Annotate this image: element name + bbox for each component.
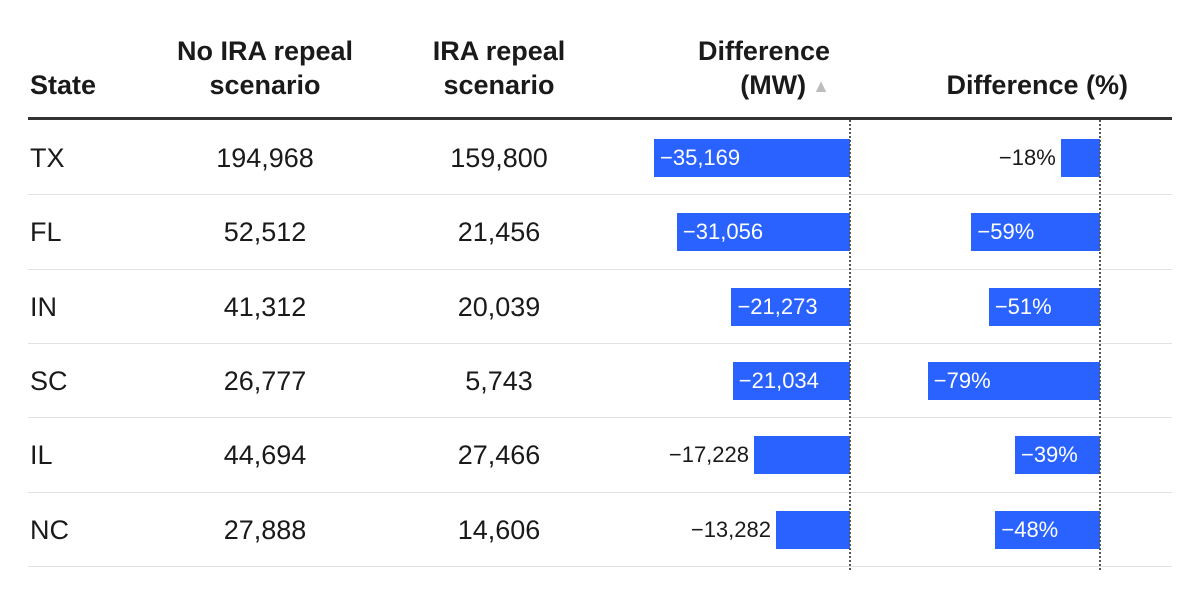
cell-state: SC xyxy=(30,365,68,396)
diff-pct-label: −48% xyxy=(1001,516,1059,542)
diff-pct-label: −18% xyxy=(998,145,1056,171)
row-divider xyxy=(28,566,1172,567)
cell-no-repeal: 41,312 xyxy=(223,291,307,322)
diff-pct-label: −79% xyxy=(933,368,991,394)
cell-no-repeal: 194,968 xyxy=(216,143,314,173)
header-repeal-line1: IRA repeal xyxy=(432,36,566,66)
header-repeal[interactable]: IRA repeal scenario xyxy=(384,34,614,102)
diff-mw-label: −17,228 xyxy=(668,442,749,468)
cell-state: IN xyxy=(30,291,57,322)
diff-pct-bar xyxy=(988,287,1100,326)
diff-pct-bar xyxy=(1014,436,1100,475)
header-state[interactable]: State xyxy=(30,68,96,102)
diff-mw-zero-axis xyxy=(849,120,851,570)
cell-state: FL xyxy=(30,217,62,248)
diff-mw-bar xyxy=(753,436,850,475)
header-rule xyxy=(28,117,1172,120)
diff-pct-bar xyxy=(1060,139,1100,178)
diff-mw-bar xyxy=(775,510,850,549)
diff-mw-bar xyxy=(731,287,850,326)
diff-mw-label: −21,034 xyxy=(738,368,819,394)
cell-state: NC xyxy=(30,514,69,545)
header-diff-pct[interactable]: Difference (%) xyxy=(900,68,1128,102)
diff-mw-label: −21,273 xyxy=(737,293,818,319)
diff-pct-label: −59% xyxy=(977,219,1035,245)
row-divider xyxy=(28,417,1172,418)
diff-mw-bar xyxy=(732,362,850,401)
header-no-repeal-line1: No IRA repeal xyxy=(176,36,354,66)
row-divider xyxy=(28,343,1172,344)
diff-mw-label: −35,169 xyxy=(660,145,741,171)
cell-no-repeal: 52,512 xyxy=(223,217,307,248)
diff-mw-bar xyxy=(654,139,850,178)
cell-state: TX xyxy=(30,143,65,173)
cell-repeal: 27,466 xyxy=(457,440,541,471)
cell-repeal: 159,800 xyxy=(450,143,548,173)
sort-ascending-icon[interactable]: ▲ xyxy=(812,76,830,96)
diff-pct-bar xyxy=(971,213,1100,252)
cell-no-repeal: 26,777 xyxy=(223,365,307,396)
diff-mw-label: −31,056 xyxy=(682,219,764,245)
cell-no-repeal: 44,694 xyxy=(223,440,307,471)
cell-repeal: 21,456 xyxy=(457,217,541,248)
header-no-repeal-line2: scenario xyxy=(209,70,321,100)
diff-pct-label: −39% xyxy=(1020,442,1078,468)
diff-pct-bar xyxy=(927,362,1100,401)
cell-repeal: 14,606 xyxy=(457,514,541,545)
diff-mw-label: −13,282 xyxy=(690,516,771,542)
cell-state: IL xyxy=(30,440,53,471)
header-no-repeal[interactable]: No IRA repeal scenario xyxy=(150,34,380,102)
row-divider xyxy=(28,492,1172,493)
header-diff-mw-line2: (MW) xyxy=(740,70,807,100)
diff-pct-bar xyxy=(995,510,1100,549)
header-repeal-line2: scenario xyxy=(443,70,555,100)
cell-repeal: 20,039 xyxy=(457,291,541,322)
row-divider xyxy=(28,269,1172,270)
header-diff-mw-line1: Difference xyxy=(697,36,830,66)
row-divider xyxy=(28,194,1172,195)
diff-mw-bar xyxy=(676,213,850,252)
diff-pct-label: −51% xyxy=(994,293,1052,319)
header-state-label: State xyxy=(30,70,97,100)
cell-repeal: 5,743 xyxy=(465,365,533,396)
cell-no-repeal: 27,888 xyxy=(223,514,307,545)
header-diff-mw[interactable]: Difference (MW) ▲ xyxy=(640,34,830,103)
header-diff-pct-label: Difference (%) xyxy=(946,70,1128,100)
diff-pct-zero-axis xyxy=(1099,120,1101,570)
